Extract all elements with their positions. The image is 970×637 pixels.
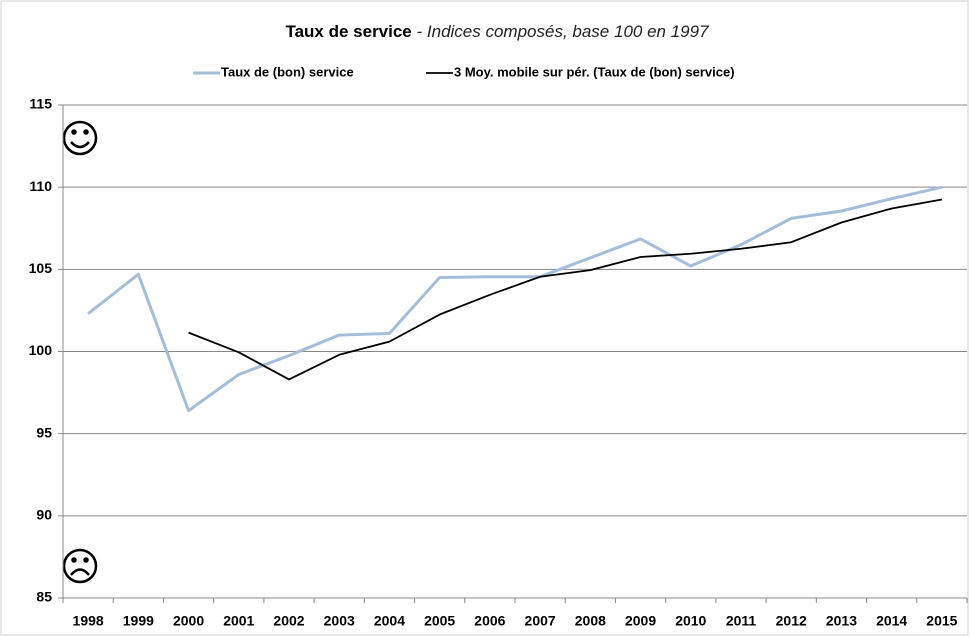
x-tick-label: 2011 <box>726 613 757 629</box>
x-tick-label: 2015 <box>926 613 957 629</box>
x-tick-label: 2003 <box>324 613 355 629</box>
y-tick-label: 90 <box>36 507 52 523</box>
y-tick-label: 95 <box>36 424 52 440</box>
subtitle: - Indices composés, base 100 en 1997 <box>412 22 709 41</box>
y-tick-label: 115 <box>29 96 52 112</box>
title: Taux de service <box>285 22 411 41</box>
chart-title: Taux de service - Indices composés, base… <box>285 22 709 41</box>
x-tick-label: 2001 <box>223 613 254 629</box>
x-tick-label: 2010 <box>675 613 706 629</box>
happy-face <box>62 120 98 156</box>
y-tick-label: 105 <box>29 260 53 276</box>
x-tick-label: 2008 <box>575 613 606 629</box>
x-tick-label: 2012 <box>776 613 807 629</box>
x-tick-label: 2007 <box>525 613 556 629</box>
y-tick-label: 100 <box>29 342 53 358</box>
sad-face <box>62 548 98 584</box>
x-tick-label: 2009 <box>625 613 656 629</box>
x-tick-label: 2006 <box>474 613 505 629</box>
x-tick-label: 2002 <box>273 613 304 629</box>
x-tick-label: 1999 <box>123 613 154 629</box>
series-line <box>87 185 943 413</box>
legend-label: Taux de (bon) service <box>221 64 354 79</box>
legend-label: 3 Moy. mobile sur pér. (Taux de (bon) se… <box>454 64 735 79</box>
x-tick-label: 2013 <box>826 613 857 629</box>
x-tick-label: 2014 <box>876 613 907 629</box>
series-line <box>188 198 943 381</box>
y-tick-label: 110 <box>29 178 52 194</box>
x-tick-label: 2000 <box>173 613 204 629</box>
x-tick-label: 2004 <box>374 613 405 629</box>
x-tick-label: 2005 <box>424 613 455 629</box>
y-tick-label: 85 <box>36 589 52 605</box>
x-tick-label: 1998 <box>73 613 104 629</box>
